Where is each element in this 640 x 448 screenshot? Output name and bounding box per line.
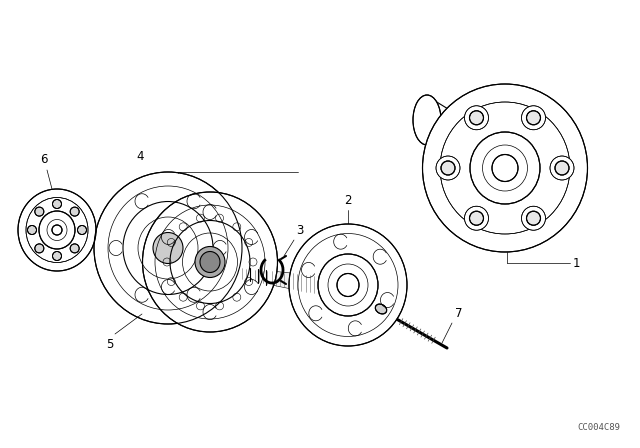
Ellipse shape: [77, 225, 86, 234]
Ellipse shape: [318, 254, 378, 316]
Text: 6: 6: [40, 153, 48, 166]
Ellipse shape: [52, 199, 61, 208]
Ellipse shape: [143, 192, 278, 332]
Text: 7: 7: [455, 307, 463, 320]
Ellipse shape: [470, 111, 483, 125]
Ellipse shape: [527, 111, 541, 125]
Polygon shape: [427, 95, 505, 193]
Text: 1: 1: [573, 257, 580, 270]
Ellipse shape: [94, 172, 242, 324]
Ellipse shape: [441, 161, 455, 175]
Ellipse shape: [70, 207, 79, 216]
Ellipse shape: [28, 225, 36, 234]
Ellipse shape: [465, 106, 488, 130]
Text: 2: 2: [344, 194, 352, 207]
Ellipse shape: [375, 304, 387, 314]
Ellipse shape: [35, 244, 44, 253]
Ellipse shape: [470, 211, 483, 225]
Ellipse shape: [39, 211, 75, 249]
Ellipse shape: [413, 95, 441, 145]
Ellipse shape: [440, 102, 570, 234]
Ellipse shape: [70, 244, 79, 253]
Ellipse shape: [200, 251, 220, 272]
Ellipse shape: [422, 84, 588, 252]
Ellipse shape: [492, 155, 518, 181]
Text: 3: 3: [296, 224, 303, 237]
Ellipse shape: [555, 161, 569, 175]
Ellipse shape: [52, 225, 62, 235]
Ellipse shape: [550, 156, 574, 180]
Text: 4: 4: [136, 150, 144, 163]
Ellipse shape: [195, 246, 225, 277]
Polygon shape: [238, 268, 318, 294]
Ellipse shape: [153, 233, 183, 263]
Ellipse shape: [35, 207, 44, 216]
Text: CC004C89: CC004C89: [577, 423, 620, 432]
Ellipse shape: [26, 198, 88, 263]
Ellipse shape: [527, 211, 541, 225]
Ellipse shape: [289, 224, 407, 346]
Ellipse shape: [522, 106, 545, 130]
Ellipse shape: [522, 206, 545, 230]
Ellipse shape: [18, 189, 96, 271]
Ellipse shape: [470, 132, 540, 204]
Text: 5: 5: [106, 338, 114, 351]
Ellipse shape: [337, 273, 359, 297]
Ellipse shape: [465, 206, 488, 230]
Ellipse shape: [52, 251, 61, 260]
Ellipse shape: [436, 156, 460, 180]
